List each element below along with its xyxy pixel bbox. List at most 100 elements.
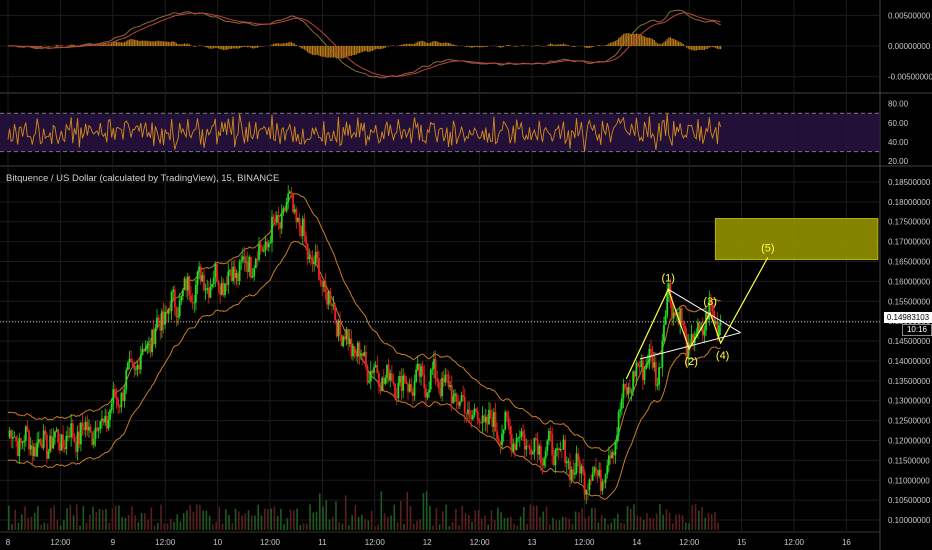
candle-body <box>382 377 385 384</box>
volume-bar <box>633 504 635 530</box>
candle-body <box>207 287 210 298</box>
candle-body <box>507 416 510 427</box>
candle-body <box>554 450 557 466</box>
candle-body <box>141 348 144 355</box>
volume-bar <box>646 513 648 530</box>
candle-body <box>661 340 664 368</box>
current-price-label: 0.14983103 <box>884 312 932 323</box>
candle-body <box>29 445 32 450</box>
candle-body <box>612 452 615 456</box>
chart-title: Bitquence / US Dollar (calculated by Tra… <box>6 173 280 184</box>
candle-body <box>494 412 497 432</box>
candle-body <box>73 437 76 443</box>
candle-body <box>356 342 359 357</box>
volume-bar <box>471 521 473 530</box>
candle-body <box>428 389 431 393</box>
volume-bar <box>53 505 55 530</box>
candle-body <box>212 277 215 285</box>
volume-bar <box>186 510 188 530</box>
candle-body <box>204 289 207 291</box>
candle-body <box>646 364 649 366</box>
candle-body <box>15 436 17 442</box>
candle-body <box>360 353 362 356</box>
candle-body <box>460 395 463 403</box>
target-zone <box>714 218 879 261</box>
candle-body <box>541 463 544 466</box>
candle-body <box>480 422 482 424</box>
candle-body <box>120 392 123 408</box>
volume-bar <box>205 510 208 530</box>
volume-bar <box>545 506 548 530</box>
candle-body <box>611 452 614 459</box>
volume-bar <box>458 525 460 530</box>
candle-body <box>295 209 298 222</box>
band-upper <box>7 193 721 452</box>
volume-bar <box>111 508 114 530</box>
volume-bar <box>717 522 720 530</box>
volume-bar <box>63 519 65 530</box>
candle-body <box>152 329 155 344</box>
candle-body <box>473 408 476 416</box>
candle-body <box>144 348 147 352</box>
volume-bar <box>328 519 331 530</box>
candle-body <box>491 417 494 427</box>
candle-body <box>259 243 262 248</box>
candle-body <box>219 285 222 295</box>
volume-bar <box>519 516 522 530</box>
candle-body <box>616 435 618 443</box>
volume-bar <box>636 515 639 530</box>
candle-body <box>659 367 662 369</box>
candle-body <box>251 276 254 278</box>
candle-body <box>390 373 393 382</box>
candle-body <box>264 241 267 251</box>
time-tick-label: 12:00 <box>155 538 176 547</box>
candle-body <box>191 302 194 304</box>
candle-body <box>52 437 55 449</box>
candle-body <box>63 447 66 450</box>
candle-body <box>489 409 492 418</box>
candle-body <box>214 264 217 278</box>
candle-body <box>624 384 626 388</box>
candle-body <box>531 452 534 455</box>
candle-body <box>535 437 537 440</box>
volume-bar <box>361 514 363 530</box>
volume-bar <box>208 515 211 530</box>
volume-bar <box>182 513 185 530</box>
volume-bar <box>649 517 651 530</box>
volume-bar <box>105 508 107 530</box>
candle-body <box>266 241 269 248</box>
candle-body <box>471 415 474 420</box>
volume-bar <box>341 523 344 530</box>
volume-bar <box>127 514 130 530</box>
candle-body <box>465 412 468 414</box>
candle-body <box>400 375 403 391</box>
volume-bar <box>419 519 421 530</box>
volume-bar <box>228 515 230 530</box>
candle-body <box>20 438 22 443</box>
band-lower <box>7 240 721 500</box>
volume-bar <box>461 505 464 530</box>
volume-bar <box>390 515 392 530</box>
volume-bar <box>195 504 198 530</box>
candle-body <box>580 466 583 474</box>
volume-bar <box>623 523 626 530</box>
candle-body <box>606 465 609 475</box>
volume-bar <box>260 515 263 530</box>
volume-bar <box>147 520 149 530</box>
candle-body <box>70 423 73 438</box>
time-tick-label: 15 <box>737 538 746 547</box>
candle-body <box>502 429 505 434</box>
volume-bar <box>704 517 707 530</box>
candle-body <box>476 411 479 420</box>
volume-bar <box>516 525 519 530</box>
candle-body <box>139 354 142 370</box>
candle-body <box>306 243 309 260</box>
candle-body <box>706 312 709 320</box>
candle-body <box>337 320 340 337</box>
volume-bar <box>678 514 681 530</box>
candle-body <box>442 378 445 383</box>
volume-bar <box>140 512 143 530</box>
candle-body <box>225 283 228 285</box>
